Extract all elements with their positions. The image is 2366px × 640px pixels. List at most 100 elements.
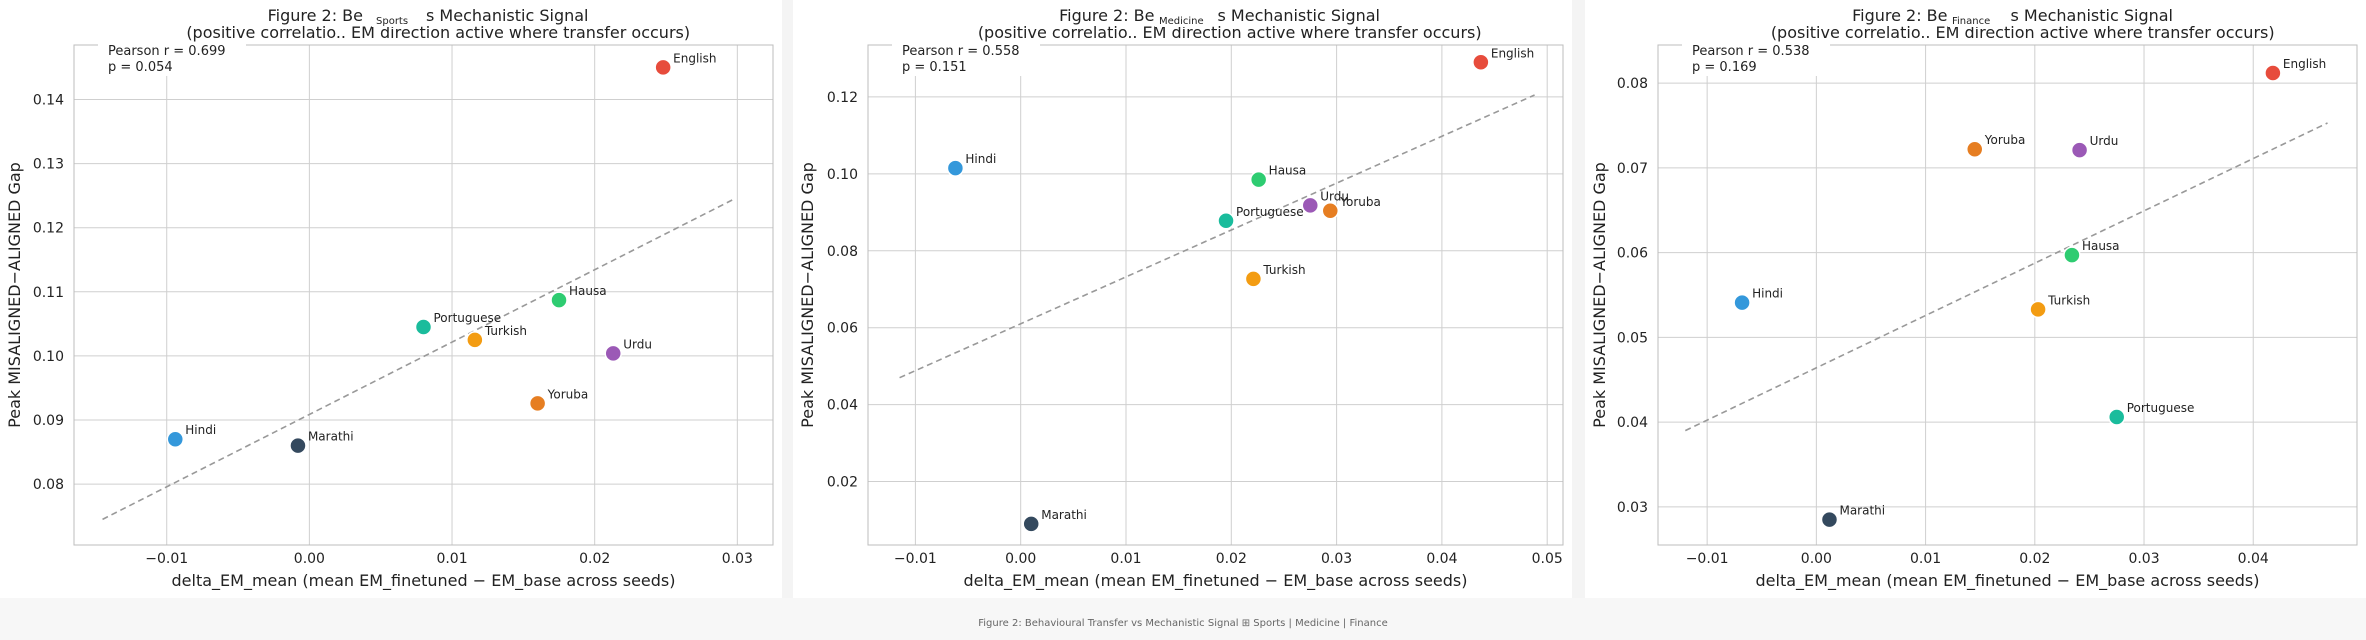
x-axis-label: delta_EM_mean (mean EM_finetuned − EM_ba… [964,571,1468,591]
y-tick-label: 0.06 [827,321,858,337]
x-tick-label: 0.03 [1321,551,1352,567]
x-tick-label: 0.01 [436,551,467,567]
point-label-hindi: Hindi [185,423,216,437]
x-tick-label: 0.00 [1801,551,1832,567]
point-hausa [1249,170,1268,189]
p-value-annotation: p = 0.169 [1692,60,1757,75]
x-tick-label: 0.02 [579,551,610,567]
x-tick-label: −0.01 [145,551,188,567]
point-hausa [550,291,568,309]
point-label-turkish: Turkish [484,324,527,338]
point-label-hausa: Hausa [1269,164,1307,178]
chart-panel-finance: −0.01 0.00 0.01 0.02 0.03 0.04 0.03 0.04 0.05 0.0… [1585,0,2366,598]
frame-tab-sports[interactable]: Sports [372,16,413,27]
y-tick-label: 0.11 [33,285,64,301]
axes-frame [73,44,774,546]
point-marathi [289,436,307,455]
y-tick-label: 0.10 [827,167,858,183]
plot-area [74,45,773,545]
x-tick-label: 0.02 [1216,551,1247,567]
footer-caption: Figure 2: Behavioural Transfer vs Mechan… [978,618,1388,629]
chart-subtitle-right: EM direction active where transfer occur… [1143,23,1482,42]
point-label-english: English [1491,46,1534,60]
chart-subtitle-left: (positive correlatio.. [186,23,346,42]
p-value-annotation: p = 0.151 [902,60,967,75]
point-portuguese [2107,408,2126,426]
point-urdu [1301,196,1320,215]
chart-subtitle-left: (positive correlatio.. [978,23,1138,42]
annotation-background [892,42,1040,76]
y-tick-label: 0.08 [827,244,858,260]
point-yoruba [528,394,547,413]
frame-tab-medicine[interactable]: Medicine [1155,16,1208,27]
x-tick-label: 0.00 [294,551,325,567]
y-tick-label: 0.02 [827,475,858,491]
point-label-english: English [673,51,716,65]
point-yoruba [1321,202,1340,220]
scatter-chart-finance: −0.01 0.00 0.01 0.02 0.03 0.04 0.03 0.04 0.05 0.0… [1590,6,2358,591]
plot-area [868,45,1563,545]
pearson-r-annotation: Pearson r = 0.558 [902,44,1020,59]
point-label-portuguese: Portuguese [2127,401,2195,415]
footer-bar: Figure 2: Behavioural Transfer vs Mechan… [0,598,2366,640]
chart-subtitle-left: (positive correlatio.. [1771,23,1931,42]
chart-panel-sports: −0.01 0.00 0.01 0.02 0.03 0.08 0.09 0.10 0.11 0.1… [0,0,782,598]
point-english [654,58,672,77]
chart-title-left: Figure 2: Be [1852,6,1947,25]
chart-title-right: s Mechanistic Signal [1218,6,1380,25]
fit-line [102,198,735,521]
chart-title-left: Figure 2: Be [1059,6,1154,25]
point-turkish [2029,300,2047,319]
scatter-chart-sports: −0.01 0.00 0.01 0.02 0.03 0.08 0.09 0.10 0.11 0.1… [5,6,774,591]
y-tick-label: 0.14 [33,92,64,108]
x-tick-label: 0.03 [2128,551,2159,567]
x-axis-label: delta_EM_mean (mean EM_finetuned − EM_ba… [172,571,676,591]
y-tick-label: 0.13 [33,157,64,173]
p-value-annotation: p = 0.054 [108,60,173,75]
x-tick-label: 0.02 [2019,551,2050,567]
y-tick-label: 0.08 [1617,76,1648,92]
y-tick-label: 0.07 [1617,161,1648,177]
point-portuguese [414,318,433,336]
chart-title-right: s Mechanistic Signal [2011,6,2173,25]
point-yoruba [1965,140,1984,158]
point-label-urdu: Urdu [2090,134,2119,148]
point-turkish [466,331,484,349]
x-tick-label: 0.00 [1005,551,1036,567]
point-label-yoruba: Yoruba [547,387,589,401]
point-label-marathi: Marathi [1839,504,1885,518]
point-label-turkish: Turkish [2047,293,2090,307]
y-tick-label: 0.03 [1617,500,1648,516]
x-tick-label: 0.01 [1110,551,1141,567]
chart-title-left: Figure 2: Be [268,6,363,25]
point-marathi [1820,510,1839,529]
point-label-marathi: Marathi [308,430,354,444]
y-axis-label: Peak MISALIGNED−ALIGNED Gap [1590,162,1609,428]
point-label-turkish: Turkish [1262,263,1305,277]
y-tick-label: 0.10 [33,349,64,365]
pearson-r-annotation: Pearson r = 0.538 [1692,44,1810,59]
x-axis-label: delta_EM_mean (mean EM_finetuned − EM_ba… [1756,571,2260,591]
chart-title-right: s Mechanistic Signal [426,6,588,25]
point-label-urdu: Urdu [623,337,652,351]
point-label-portuguese: Portuguese [1236,205,1304,219]
point-label-urdu: Urdu [1320,189,1349,203]
plot-area [1658,45,2357,545]
y-tick-label: 0.09 [33,413,64,429]
x-tick-label: −0.01 [894,551,937,567]
point-english [2264,64,2282,82]
point-label-yoruba: Yoruba [1339,195,1381,209]
x-tick-label: 0.01 [1910,551,1941,567]
point-hindi [1733,293,1751,312]
point-label-hausa: Hausa [2082,239,2120,253]
point-marathi [1022,515,1040,533]
chart-subtitle-right: EM direction active where transfer occur… [351,23,690,42]
point-label-hindi: Hindi [1752,287,1783,301]
chart-panel-medicine: −0.01 0.00 0.01 0.02 0.03 0.04 0.05 0.02 0.04 0.0… [793,0,1572,598]
point-label-portuguese: Portuguese [434,311,502,325]
x-tick-label: 0.03 [722,551,753,567]
frame-tab-finance[interactable]: Finance [1948,16,1995,27]
y-axis-label: Peak MISALIGNED−ALIGNED Gap [5,162,24,428]
y-tick-label: 0.12 [33,221,64,237]
point-turkish [1244,270,1263,288]
